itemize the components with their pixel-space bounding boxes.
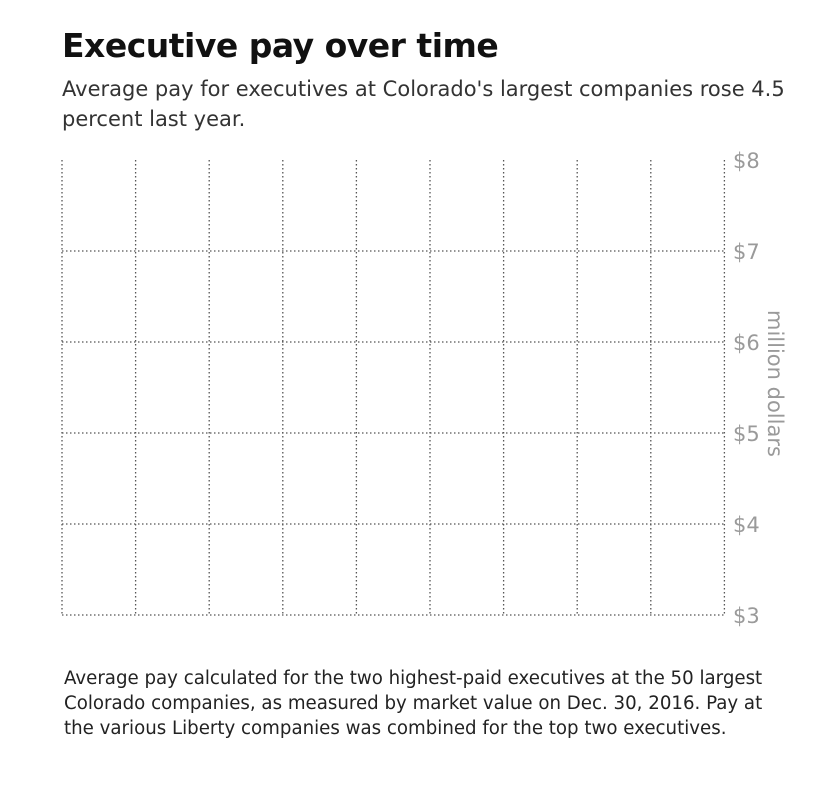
vertical-gridlines <box>61 160 726 615</box>
y-tick-labels: $8 $7 $6 $5 $4 $3 <box>733 149 760 628</box>
horizontal-gridlines <box>62 250 725 616</box>
y-tick-label: $5 <box>733 422 760 446</box>
chart-title: Executive pay over time <box>62 26 499 65</box>
y-tick-label: $6 <box>733 331 760 355</box>
footnote: Average pay calculated for the two highe… <box>64 668 763 739</box>
y-tick-label: $3 <box>733 604 760 628</box>
y-tick-label: $4 <box>733 513 760 537</box>
y-tick-label: $8 <box>733 149 760 173</box>
chart-subtitle: Average pay for executives at Colorado's… <box>62 77 785 131</box>
y-tick-label: $7 <box>733 240 760 264</box>
y-axis-label: million dollars <box>763 310 787 457</box>
chart: $8 $7 $6 $5 $4 $3 million dollars <box>61 149 787 628</box>
